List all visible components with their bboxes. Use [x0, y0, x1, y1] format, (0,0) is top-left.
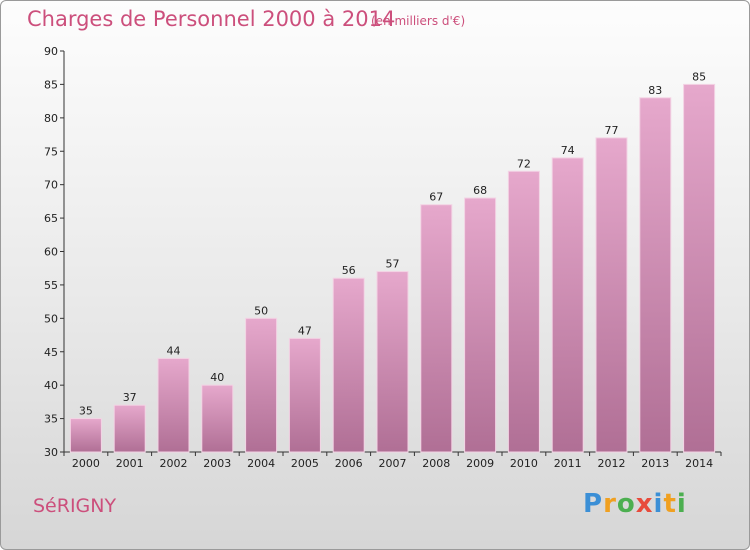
bar-value-label: 83: [648, 84, 662, 97]
bar-2004: [245, 317, 278, 453]
x-tick-label: 2004: [247, 457, 275, 470]
x-tick-label: 2010: [510, 457, 538, 470]
y-tick-label: 45: [44, 346, 58, 359]
y-tick-label: 50: [44, 312, 58, 325]
bar-value-label: 37: [123, 391, 137, 404]
bar-2001: [113, 404, 146, 453]
y-tick-label: 40: [44, 379, 58, 392]
y-tick-label: 80: [44, 112, 58, 125]
bar-value-label: 50: [254, 304, 268, 317]
logo-letter: i: [653, 489, 664, 519]
y-tick-label: 35: [44, 413, 58, 426]
y-tick-label: 90: [44, 45, 58, 58]
bar-value-label: 56: [342, 264, 356, 277]
chart-subtitle: (en milliers d'€): [371, 14, 466, 28]
x-tick-label: 2011: [554, 457, 582, 470]
bar-2002: [157, 357, 190, 453]
x-tick-label: 2007: [379, 457, 407, 470]
bar-value-label: 74: [561, 144, 575, 157]
y-tick-label: 70: [44, 179, 58, 192]
bar-2010: [507, 170, 540, 453]
x-tick-label: 2008: [422, 457, 450, 470]
bar-2014: [683, 83, 716, 453]
x-tick-label: 2000: [72, 457, 100, 470]
commune-name: SéRIGNY: [33, 495, 117, 517]
logo-letter: i: [676, 489, 687, 519]
bar-value-label: 77: [605, 124, 619, 137]
proxiti-logo: Proxiti: [583, 489, 687, 519]
bar-value-label: 40: [210, 371, 224, 384]
x-tick-label: 2012: [598, 457, 626, 470]
x-tick-label: 2014: [685, 457, 713, 470]
bar-2013: [639, 97, 672, 453]
x-tick-label: 2002: [160, 457, 188, 470]
x-tick-label: 2005: [291, 457, 319, 470]
x-tick-label: 2001: [116, 457, 144, 470]
bar-2012: [595, 137, 628, 453]
x-tick-label: 2006: [335, 457, 363, 470]
bar-value-label: 67: [429, 191, 443, 204]
logo-letter: o: [616, 489, 636, 519]
bar-value-label: 72: [517, 157, 531, 170]
logo-letter: x: [635, 489, 654, 519]
y-tick-label: 75: [44, 145, 58, 158]
x-tick-label: 2003: [203, 457, 231, 470]
bar-2009: [464, 197, 497, 453]
logo-letter: t: [663, 489, 677, 519]
bar-value-label: 47: [298, 324, 312, 337]
bar-value-label: 44: [167, 344, 181, 357]
x-tick-label: 2013: [641, 457, 669, 470]
bar-value-label: 68: [473, 184, 487, 197]
y-tick-label: 65: [44, 212, 58, 225]
bar-value-label: 35: [79, 405, 93, 418]
y-tick-label: 60: [44, 246, 58, 259]
y-tick-label: 55: [44, 279, 58, 292]
logo-letter: r: [603, 489, 617, 519]
y-tick-label: 85: [44, 78, 58, 91]
bar-2003: [201, 384, 234, 453]
bar-2005: [288, 337, 321, 453]
bar-2011: [551, 157, 584, 453]
bar-value-label: 85: [692, 70, 706, 83]
bar-2006: [332, 277, 365, 453]
bar-value-label: 57: [386, 258, 400, 271]
logo-letter: P: [583, 489, 604, 519]
x-tick-label: 2009: [466, 457, 494, 470]
y-tick-label: 30: [44, 446, 58, 459]
chart-title: Charges de Personnel 2000 à 2014: [27, 7, 396, 31]
bar-2007: [376, 271, 409, 453]
bar-2000: [69, 418, 102, 453]
bar-2008: [420, 204, 453, 453]
